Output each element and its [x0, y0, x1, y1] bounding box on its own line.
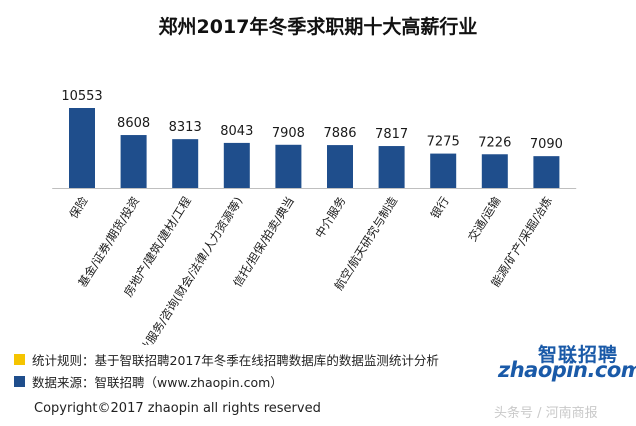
category-label-0: 保险 [66, 194, 90, 221]
bar-2 [172, 139, 199, 188]
bar-7 [430, 153, 457, 188]
bar-1 [120, 135, 147, 188]
bar-5 [327, 145, 353, 188]
value-label-7: 7275 [427, 135, 460, 150]
category-label-8: 交通/运输 [465, 194, 504, 244]
value-label-5: 7886 [323, 126, 356, 141]
bar-8 [481, 154, 508, 188]
bar-chart: 10553 8608 8313 8043 7908 7886 7817 7275 7226 709… [52, 89, 577, 345]
category-label-7: 银行 [428, 194, 452, 221]
logo-cn: 智联招聘 [537, 344, 618, 366]
value-label-3: 8043 [220, 124, 253, 139]
value-label-0: 10553 [61, 89, 102, 104]
zhaopin-logo: 智联招聘 zhaopin.com [470, 340, 636, 382]
bar-9 [533, 156, 560, 188]
yellow-square-icon [14, 354, 25, 365]
logo-en: zhaopin.com [498, 358, 636, 382]
value-label-9: 7090 [530, 137, 563, 152]
value-label-8: 7226 [478, 135, 511, 150]
bar-3 [223, 142, 250, 188]
chart-title: 郑州2017年冬季求职期十大高薪行业 [158, 16, 478, 38]
bar-4 [275, 144, 302, 188]
watermark: 头条号 / 河南商报 [494, 406, 598, 421]
note-source: 数据来源：智联招聘（www.zhaopin.com） [32, 375, 283, 390]
bar-6 [378, 146, 405, 188]
value-label-4: 7908 [272, 126, 305, 141]
category-label-5: 中介服务 [312, 194, 349, 241]
note-row-rule: 统计规则：基于智联招聘2017年冬季在线招聘数据库的数据监测统计分析 [14, 350, 439, 369]
copyright: Copyright©2017 zhaopin all rights reserv… [34, 401, 321, 416]
value-label-6: 7817 [375, 127, 408, 142]
note-row-source: 数据来源：智联招聘（www.zhaopin.com） [14, 372, 283, 391]
note-rule: 统计规则：基于智联招聘2017年冬季在线招聘数据库的数据监测统计分析 [32, 353, 439, 368]
value-label-1: 8608 [117, 116, 150, 131]
blue-square-icon [14, 376, 25, 387]
value-label-2: 8313 [169, 120, 202, 135]
bar-0 [69, 108, 95, 188]
